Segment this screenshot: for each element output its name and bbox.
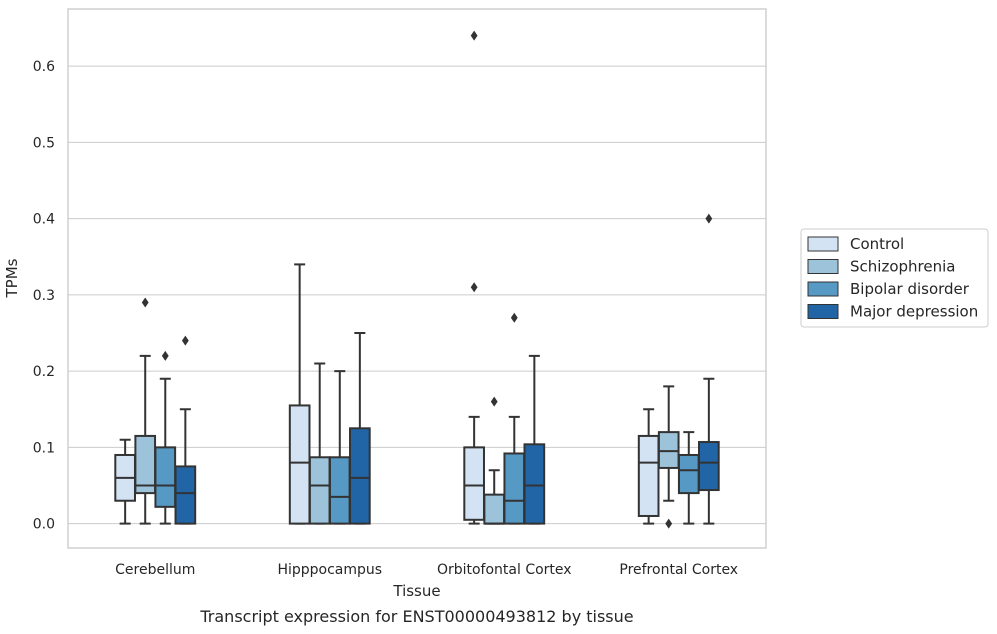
legend-swatch xyxy=(807,236,839,252)
legend-label: Bipolar disorder xyxy=(850,280,970,298)
y-tick-label: 0.5 xyxy=(33,135,55,151)
box-rect xyxy=(698,441,720,492)
box-group xyxy=(114,438,136,525)
chart-caption: Transcript expression for ENST0000049381… xyxy=(199,607,633,626)
box-rect xyxy=(328,456,351,525)
box-group xyxy=(523,354,546,525)
box-group xyxy=(134,297,157,525)
box-rect xyxy=(677,453,700,495)
box-rect xyxy=(657,431,680,469)
outlier-point xyxy=(490,396,498,407)
box-rect xyxy=(637,434,660,517)
box-group xyxy=(503,312,526,525)
box-rect xyxy=(349,427,371,525)
x-tick-label: Cerebellum xyxy=(115,562,195,578)
box-group xyxy=(698,213,720,525)
y-tick-label: 0.2 xyxy=(33,364,55,380)
outlier-point xyxy=(141,297,149,308)
box-rect xyxy=(154,446,177,508)
y-tick-labels: 0.0 0.1 0.2 0.3 0.4 0.5 0.6 xyxy=(33,59,55,532)
box-group xyxy=(483,396,506,525)
box-group xyxy=(677,431,700,525)
box-rect xyxy=(308,456,331,525)
x-axis-label: Tissue xyxy=(392,582,440,600)
box-group xyxy=(463,30,485,525)
legend-swatch xyxy=(807,304,839,319)
x-tick-label: Orbitofontal Cortex xyxy=(437,562,572,578)
x-tick-label: Hipppocampus xyxy=(277,562,382,578)
box-group xyxy=(637,408,660,525)
y-tick-label: 0.1 xyxy=(33,440,55,456)
legend-frame xyxy=(800,228,989,328)
y-tick-label: 0.4 xyxy=(33,212,55,228)
box-group xyxy=(174,335,197,525)
y-tick-label: 0.3 xyxy=(33,288,55,304)
outlier-point xyxy=(161,350,169,361)
box-rect xyxy=(463,446,485,521)
outlier-point xyxy=(510,312,518,323)
y-tick-label: 0.0 xyxy=(33,517,55,533)
box-rect xyxy=(288,404,311,525)
box-group xyxy=(657,385,680,529)
box-group xyxy=(288,263,311,525)
legend-label: Major depression xyxy=(850,303,978,321)
box-series xyxy=(114,30,720,529)
box-group xyxy=(308,362,331,525)
outlier-point xyxy=(470,282,478,293)
box-group xyxy=(349,332,371,525)
y-gridlines xyxy=(68,65,766,525)
plot-frame xyxy=(67,8,767,549)
outlier-point xyxy=(705,213,713,224)
outlier-point xyxy=(470,30,478,41)
y-axis-label: TPMs xyxy=(3,258,21,298)
box-rect xyxy=(503,452,526,525)
legend-swatch xyxy=(807,281,839,297)
outlier-point xyxy=(181,335,189,346)
outlier-point xyxy=(665,518,673,529)
legend-items: Control Schizophrenia Bipolar disorder Majo… xyxy=(807,235,978,321)
legend: Control Schizophrenia Bipolar disorder Majo… xyxy=(800,228,989,328)
y-tick-label: 0.6 xyxy=(33,59,55,75)
legend-label: Control xyxy=(850,235,904,253)
box-rect xyxy=(174,465,197,525)
box-rect xyxy=(523,443,546,525)
x-tick-labels: Cerebellum Hipppocampus Orbitofontal Corte… xyxy=(115,562,738,578)
legend-label: Schizophrenia xyxy=(850,258,955,276)
box-rect xyxy=(483,493,506,525)
legend-swatch xyxy=(807,259,839,274)
x-tick-label: Prefrontal Cortex xyxy=(619,562,738,578)
box-group xyxy=(154,350,177,525)
